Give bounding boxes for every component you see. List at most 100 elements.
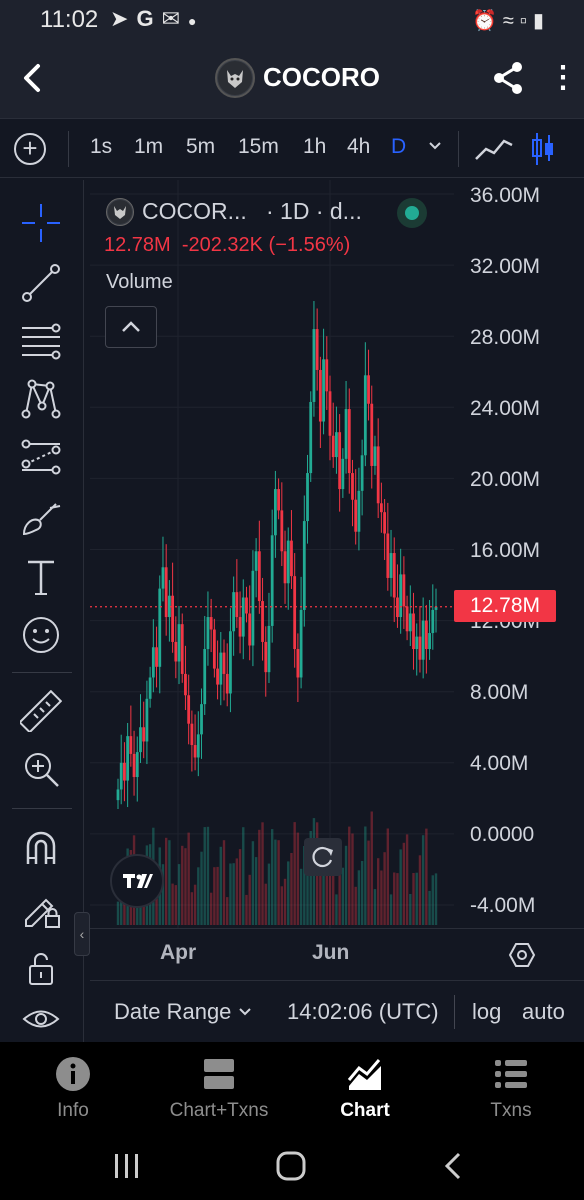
volume-bar [213,867,216,925]
nav-txns[interactable]: Txns [441,1056,581,1126]
volume-bar [351,833,354,925]
timeframe-d[interactable]: D [391,135,407,158]
chevron-down-icon[interactable] [428,141,442,151]
nav-chart-txns[interactable]: Chart+Txns [149,1056,289,1126]
reset-icon [312,846,333,868]
price-label: -4.00M [470,894,536,917]
brush-icon[interactable] [20,498,62,540]
pattern-icon[interactable] [20,378,62,420]
volume-bar [367,840,370,925]
text-icon[interactable] [20,556,62,598]
candle-body [322,359,325,422]
recent-apps-icon[interactable] [107,1148,147,1184]
notification-icons: ➤G✉● [110,6,204,32]
timeframe-1h[interactable]: 1h [303,135,327,158]
magnet-icon[interactable] [20,828,62,870]
candle-body [206,617,210,650]
volume-bar [335,894,338,925]
date-range-button[interactable]: Date Range [114,999,232,1024]
legend-interval: · 1D · d... [266,198,362,224]
candle-body [123,762,126,781]
chevron-down-icon[interactable] [238,1007,252,1017]
volume-bar [341,867,345,925]
lock-drawing-icon[interactable] [20,888,62,930]
candle-body [238,617,242,637]
candle-body [180,624,184,674]
candle-body [373,446,377,466]
price-scale[interactable]: 36.00M 32.00M 28.00M 24.00M 20.00M 16.00… [454,180,584,928]
tradingview-logo[interactable] [110,854,164,908]
plus-circle-icon[interactable]: + [14,133,46,165]
time-axis[interactable]: Apr Jun [90,928,584,980]
utc-clock[interactable]: 14:02:06 (UTC) [287,999,439,1024]
volume-bar [418,855,422,925]
timeframe-15m[interactable]: 15m [238,135,279,158]
volume-bar [421,835,425,925]
sidebar-collapse-handle[interactable]: ‹ [74,912,90,956]
emoji-icon[interactable] [20,614,62,656]
candlestick-icon[interactable] [530,131,556,167]
timeframe-4h[interactable]: 4h [347,135,371,158]
nav-info[interactable]: Info [3,1056,143,1126]
unlock-icon[interactable] [20,948,62,990]
share-icon[interactable] [492,60,524,96]
crosshair-icon[interactable] [20,202,62,244]
volume-bar [328,840,332,925]
more-vertical-icon[interactable]: ⋮ [548,61,578,94]
candle-body [328,391,332,436]
toolbar-divider [458,131,459,167]
reset-chart-button[interactable] [304,838,342,876]
fib-retracement-icon[interactable] [20,320,62,362]
candle-body [187,695,191,724]
candle-body [428,633,431,650]
candlestick-chart[interactable] [90,180,454,928]
candle-body [212,629,216,669]
line-chart-icon[interactable] [474,135,514,163]
log-scale-toggle[interactable]: log [472,999,502,1024]
volume-bar [386,828,390,925]
timeframe-5m[interactable]: 5m [186,135,216,158]
zoom-in-icon[interactable] [20,748,62,790]
timeframe-1m[interactable]: 1m [134,135,164,158]
timeframe-1s[interactable]: 1s [90,135,113,158]
drawing-toolbar [0,180,84,1042]
eye-icon[interactable] [20,998,62,1040]
sidebar-divider [12,808,72,809]
trend-line-icon[interactable] [20,262,62,304]
volume-bar [332,840,335,925]
candle-body [396,597,399,618]
candle-body [164,567,168,618]
wifi-icon: ≈ [502,10,520,32]
legend-symbol[interactable]: COCOR... [142,198,247,224]
settings-icon[interactable] [508,941,536,969]
home-icon[interactable] [271,1148,311,1184]
google-icon: G [136,6,162,31]
candle-body [344,409,348,459]
prediction-icon[interactable] [20,436,62,478]
chart-pane[interactable] [90,180,454,928]
volume-bar [267,863,271,925]
legend-token-logo [106,198,134,226]
candle-body [232,592,236,632]
nav-chart[interactable]: Chart [295,1056,435,1126]
volume-bar [373,889,377,925]
ruler-icon[interactable] [20,690,62,732]
candle-body [293,576,297,650]
market-status-indicator [397,198,427,228]
nav-label: Txns [490,1100,532,1121]
auto-scale-toggle[interactable]: auto [522,999,565,1024]
candle-body [370,403,374,466]
candle-body [379,503,383,513]
volume-bar [325,858,328,925]
volume-bar [306,854,309,925]
candle-body [171,595,175,642]
candle-body [338,432,342,490]
back-nav-icon[interactable] [435,1148,475,1184]
collapse-legend-button[interactable] [105,306,157,348]
price-label: 16.00M [470,539,541,562]
volume-bar [232,863,235,925]
back-button[interactable] [18,60,46,96]
price-label: 24.00M [470,397,541,420]
candle-body [376,446,380,504]
candle-body [219,652,223,685]
